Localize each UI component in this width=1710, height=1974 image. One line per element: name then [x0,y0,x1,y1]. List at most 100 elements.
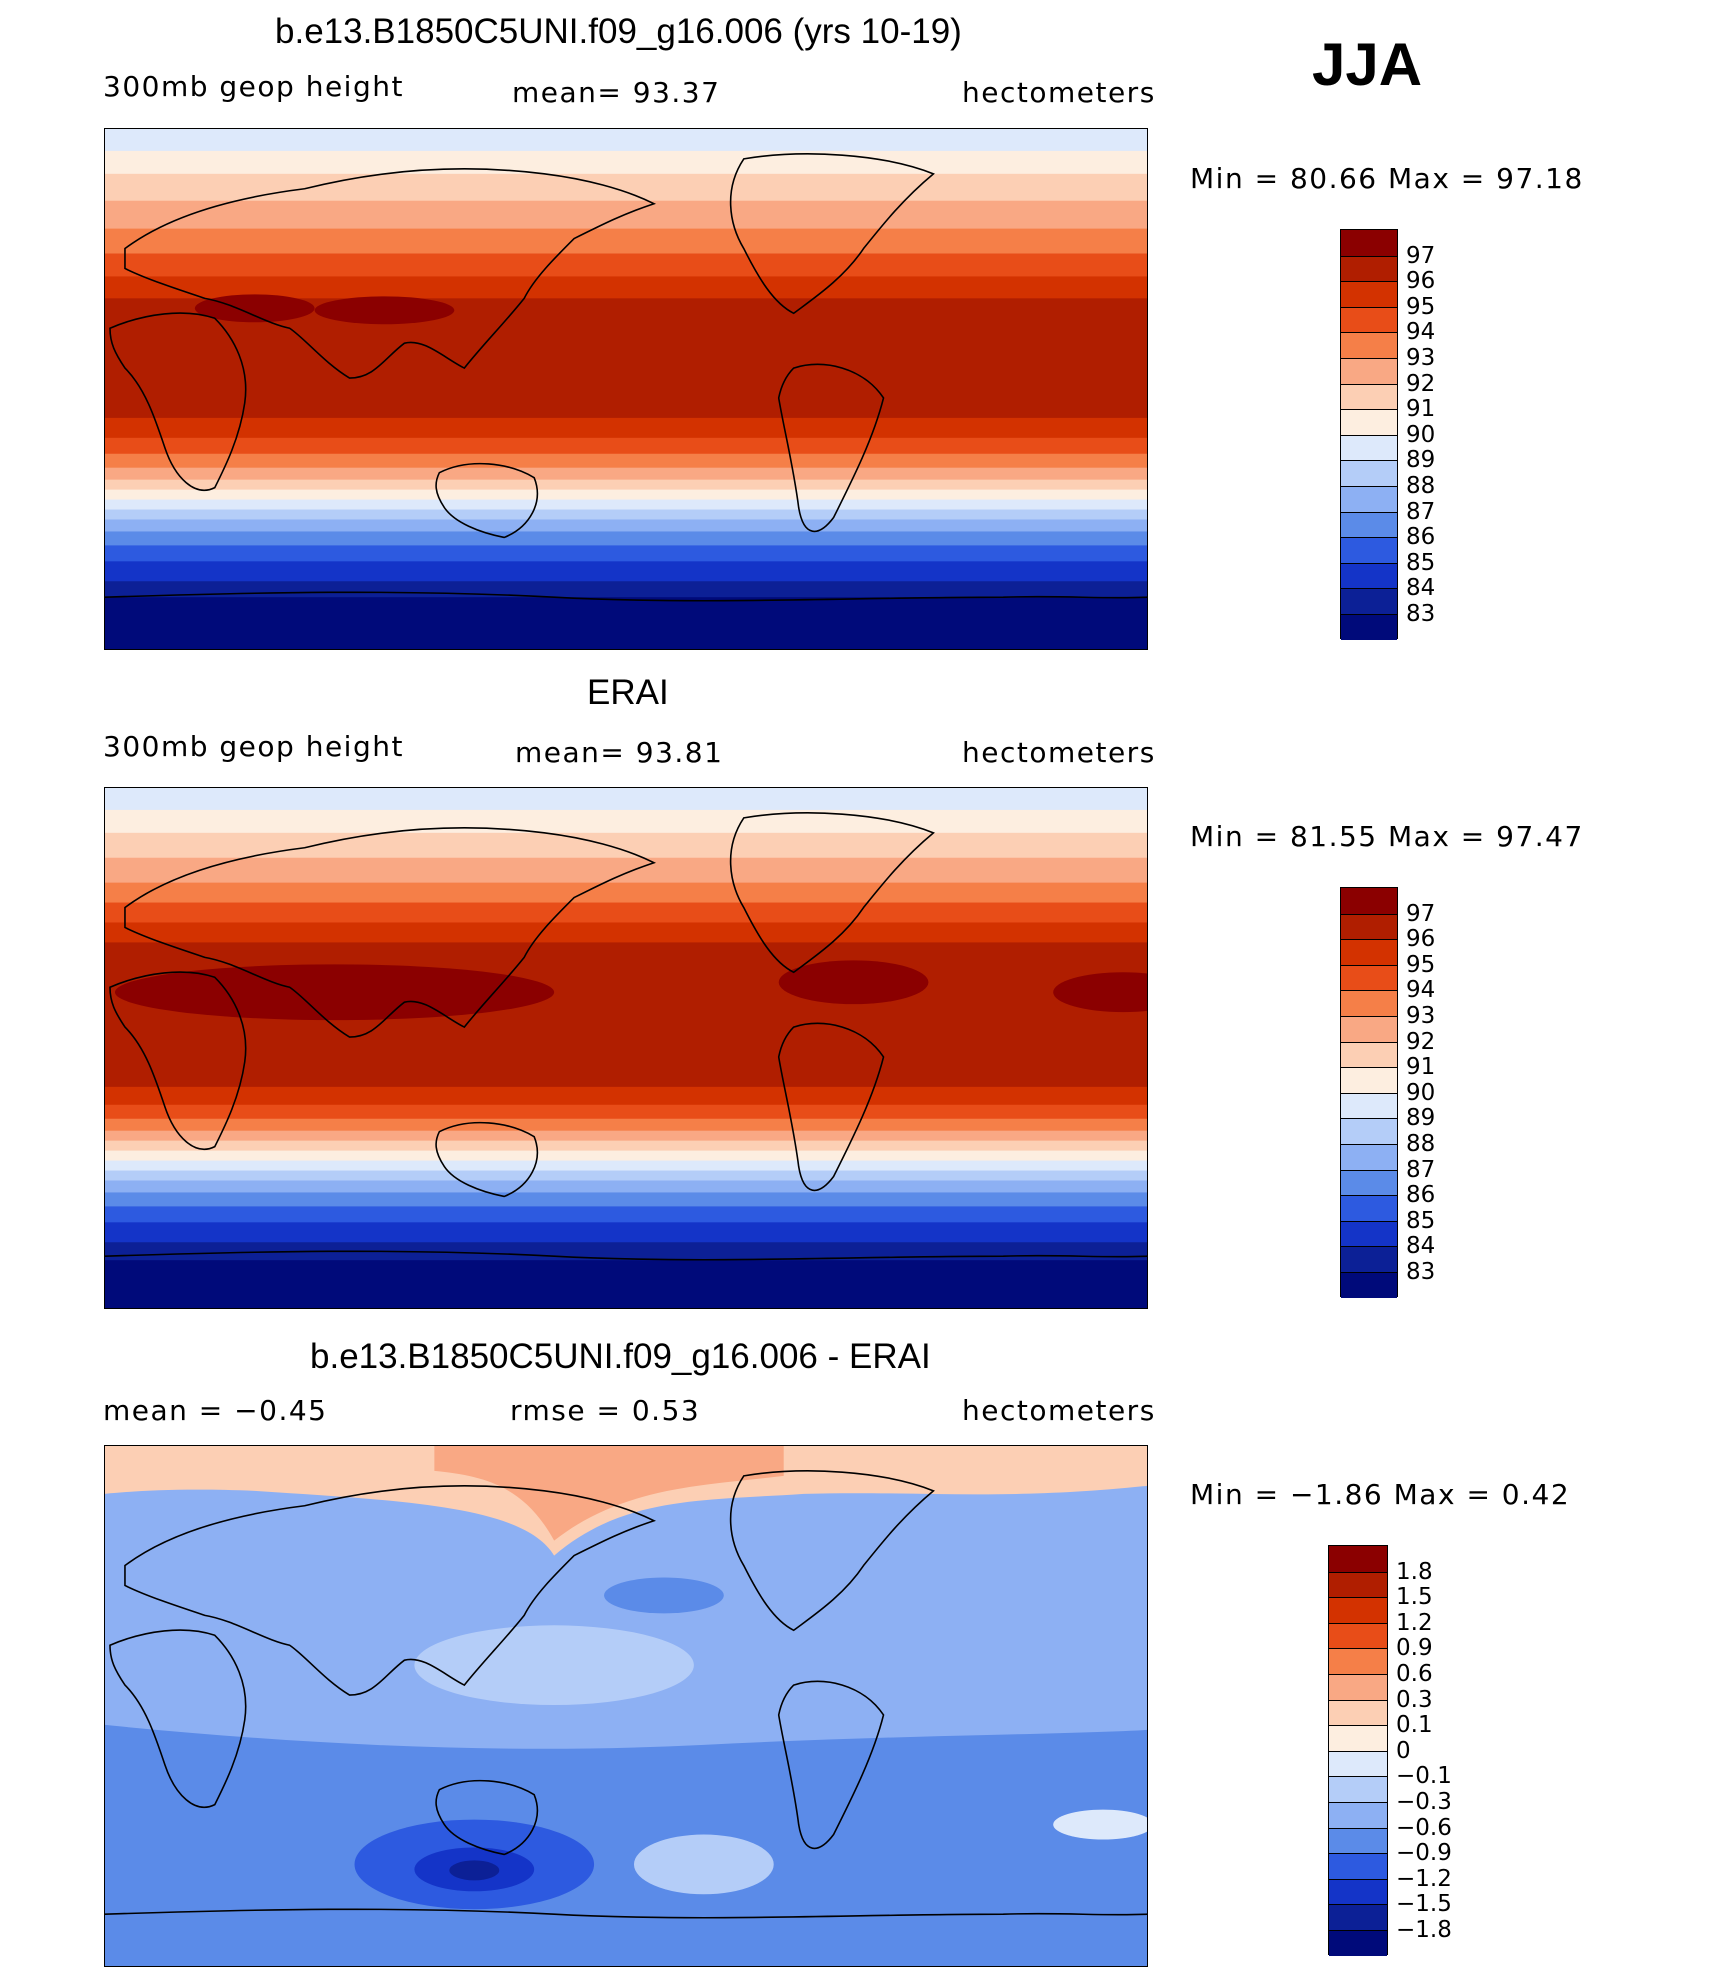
colorbar-cell [1329,1802,1387,1828]
contour-band [105,545,1147,563]
contour-band [105,531,1147,547]
contour-band [105,832,1147,859]
coastline [105,1250,1147,1261]
high-blob [114,964,555,1021]
colorbar-cell [1341,306,1397,333]
coastline [729,812,935,974]
mean-label: mean= 93.37 [512,76,721,109]
colorbar-cell [1329,1546,1387,1572]
coastline [105,591,1147,602]
colorbar-cell [1329,1597,1387,1623]
colorbar-cell [1341,1144,1397,1170]
coastline [124,168,657,379]
colorbar-cell [1329,1699,1387,1726]
colorbar-tick-label: 0.9 [1396,1635,1433,1662]
variable-label: 300mb geop height [103,730,404,763]
contour-band [105,1242,1147,1262]
colorbar-tick-label: 0.1 [1396,1712,1433,1739]
units-label: hectometers [962,1394,1156,1427]
colorbar-cell [1341,913,1397,940]
colorbar-tick-label: 84 [1406,575,1436,602]
minmax-label: Min = 80.66 Max = 97.18 [1190,162,1584,195]
contour-band [105,1180,1147,1194]
colorbar-cell [1329,1878,1387,1905]
colorbar-tick-label: 83 [1406,601,1436,627]
colorbar-tick-label: 85 [1406,1207,1436,1234]
colorbar-tick-label: −0.3 [1396,1789,1452,1815]
season-label: JJA [1312,31,1423,98]
contour-band [105,857,1147,884]
colorbar-tick-label: 90 [1406,1079,1436,1106]
coastline [109,1629,247,1808]
colorbar-tick-label: 95 [1406,293,1436,320]
colorbar-tick-label: 95 [1406,951,1436,978]
colorbar-tick-label: 0.3 [1396,1686,1433,1713]
variable-label: 300mb geop height [103,70,404,103]
contour-band [105,1260,1147,1308]
coastline [109,971,247,1150]
contour-band [105,1150,1147,1162]
colorbar-cell [1329,1648,1387,1674]
colorbar-cell [1341,562,1397,589]
colorbar-tick-label: 84 [1406,1233,1436,1260]
high-blob [1053,972,1147,1013]
colorbar-box [1328,1545,1388,1956]
colorbar-cell [1341,990,1397,1016]
contour-band [105,453,1147,469]
colorbar-cell [1341,281,1397,307]
colorbar-cell [1341,588,1397,614]
mean-label: mean= 93.81 [515,736,724,769]
contour-band [105,253,1147,278]
contour-band [105,1130,1147,1142]
colorbar-box [1340,229,1398,640]
colorbar-cell [1329,1853,1387,1879]
colorbar-tick-label: 1.5 [1396,1584,1433,1611]
contour-band [105,1160,1147,1172]
colorbar-tick-label: 87 [1406,498,1436,525]
colorbar-cell [1341,1041,1397,1068]
units-label: hectometers [962,76,1156,109]
coastline [777,1680,885,1850]
colorbar-cell [1341,358,1397,384]
contour-band [105,200,1147,230]
contour-band [105,561,1147,583]
colorbar-tick-label: 0 [1396,1737,1411,1764]
colorbar-tick-label: 86 [1406,524,1436,551]
colorbar-cell [1329,1776,1387,1802]
colorbar-tick-label: 87 [1406,1156,1436,1183]
contour-band [105,1206,1147,1224]
contour-band [105,809,1147,834]
contour-band [105,1086,1147,1106]
colorbar-cell [1341,964,1397,991]
contour-band [105,173,1147,202]
panel-title: b.e13.B1850C5UNI.f09_g16.006 - ERAI [310,1337,931,1376]
colorbar-cell [1329,1622,1387,1649]
colorbar-tick-label: −0.6 [1396,1814,1452,1841]
colorbar-cell [1341,1067,1397,1093]
units-label: hectometers [962,736,1156,769]
coastline [777,1022,885,1192]
colorbar-tick-label: 92 [1406,1028,1436,1055]
colorbar-tick-label: 94 [1406,319,1436,346]
colorbar-tick-label: 83 [1406,1259,1436,1285]
contour-band [105,479,1147,491]
minmax-label: Min = 81.55 Max = 97.47 [1190,820,1584,853]
colorbar-cell [1341,486,1397,512]
map-obs [104,787,1148,1309]
high-blob [314,296,455,325]
colorbar-cell [1329,1827,1387,1854]
contour-band [105,1140,1147,1152]
colorbar-tick-label: 85 [1406,549,1436,576]
colorbar-tick-label: 88 [1406,1131,1436,1157]
colorbar-tick-label: −1.5 [1396,1891,1452,1918]
colorbar-tick-label: 97 [1406,242,1436,269]
mean-label: mean = −0.45 [103,1394,328,1427]
contour-band [105,437,1147,455]
colorbar-cell [1341,1195,1397,1221]
contour-band [105,467,1147,481]
map-model [104,128,1148,650]
high-blob [194,294,315,323]
colorbar-cell [1341,1169,1397,1196]
contour-band [105,902,1147,924]
contour-band [105,922,1147,944]
